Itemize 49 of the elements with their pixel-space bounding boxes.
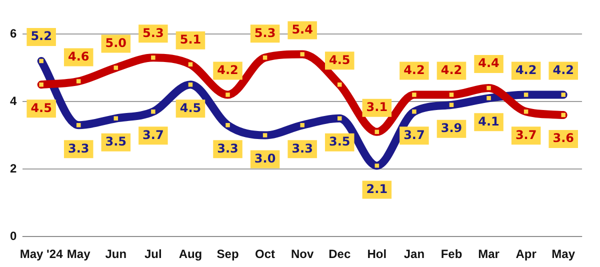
data-label: 3.3 bbox=[217, 141, 238, 156]
data-label: 3.0 bbox=[254, 151, 276, 166]
data-label: 4.5 bbox=[30, 100, 52, 115]
x-tick-label: Jul bbox=[144, 247, 162, 262]
data-label: 3.5 bbox=[105, 134, 127, 149]
data-label: 2.1 bbox=[366, 182, 388, 196]
data-label: 5.3 bbox=[142, 26, 164, 40]
data-label: 4.4 bbox=[478, 56, 500, 70]
data-label: 3.6 bbox=[552, 131, 574, 146]
data-label: 3.3 bbox=[292, 141, 313, 156]
data-label: 3.7 bbox=[404, 128, 425, 142]
y-tick-label: 0 bbox=[10, 228, 17, 243]
data-label: 4.2 bbox=[552, 62, 574, 77]
x-tick-label: Sep bbox=[216, 247, 239, 262]
x-tick-label: May '24 bbox=[20, 247, 64, 262]
x-tick-label: Oct bbox=[255, 247, 276, 262]
data-label: 5.3 bbox=[254, 26, 276, 40]
data-label: 3.5 bbox=[328, 134, 350, 149]
x-tick-label: Mar bbox=[478, 247, 500, 262]
x-tick-label: Jan bbox=[404, 247, 425, 262]
data-label: 5.1 bbox=[180, 32, 202, 47]
data-label: 4.2 bbox=[440, 62, 462, 77]
data-label: 3.1 bbox=[366, 100, 388, 114]
data-label: 3.3 bbox=[68, 141, 90, 156]
data-label: 4.2 bbox=[404, 62, 425, 77]
x-tick-label: May bbox=[552, 247, 576, 262]
data-label: 3.9 bbox=[440, 121, 462, 136]
data-label: 4.5 bbox=[180, 100, 202, 115]
data-label: 4.6 bbox=[68, 49, 90, 64]
x-tick-label: Hol bbox=[367, 247, 387, 262]
data-label: 5.4 bbox=[292, 22, 313, 36]
x-tick-label: May bbox=[66, 247, 91, 262]
data-label: 4.2 bbox=[217, 62, 238, 77]
y-tick-label: 4 bbox=[10, 94, 17, 108]
data-label: 4.1 bbox=[478, 114, 500, 128]
x-tick-label: Nov bbox=[291, 247, 314, 262]
x-tick-label: Apr bbox=[516, 247, 537, 262]
data-label: 5.0 bbox=[105, 36, 127, 50]
data-label: 4.5 bbox=[328, 52, 350, 67]
x-tick-label: Aug bbox=[178, 247, 202, 262]
y-tick-label: 6 bbox=[10, 26, 17, 40]
x-tick-label: Dec bbox=[328, 247, 351, 262]
data-label: 3.7 bbox=[142, 128, 164, 142]
data-label: 5.2 bbox=[30, 29, 52, 44]
x-tick-label: Feb bbox=[440, 247, 462, 262]
y-tick-label: 2 bbox=[10, 161, 17, 176]
data-label: 4.2 bbox=[515, 62, 537, 77]
x-tick-label: Jun bbox=[105, 247, 127, 262]
data-label: 3.7 bbox=[515, 128, 537, 142]
